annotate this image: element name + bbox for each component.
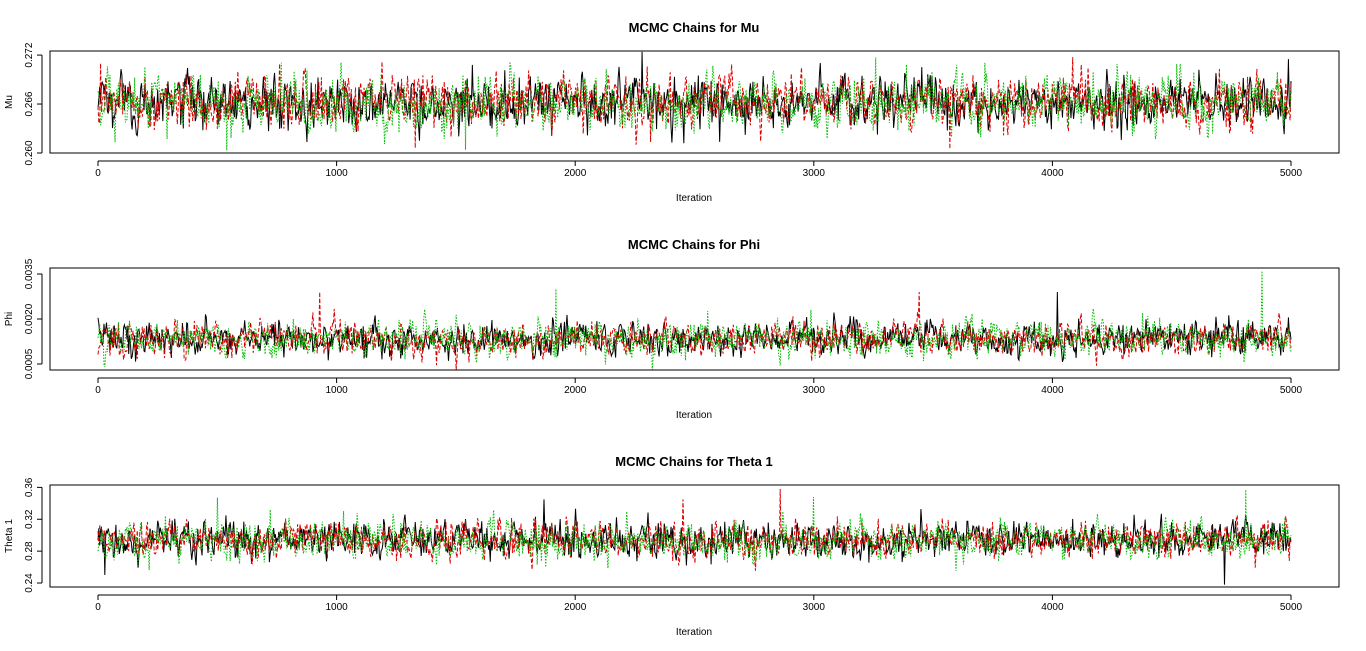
x-axis-label: Iteration (676, 410, 712, 421)
y-tick-label: 0.0020 (24, 303, 35, 334)
y-axis: 0.24 0.28 0.32 0.36 (24, 477, 43, 593)
y-axis-label: Phi (4, 312, 15, 326)
y-axis-label: Theta 1 (4, 519, 15, 553)
y-tick-label: 0.0035 (24, 258, 35, 289)
panel-title: MCMC Chains for Theta 1 (615, 454, 772, 469)
chain-trace-1 (97, 499, 1292, 585)
x-tick-label: 1000 (325, 385, 348, 396)
plot-frame (49, 50, 1340, 154)
x-axis: 0 1000 2000 3000 4000 5000 (95, 594, 1303, 613)
panel-theta1: MCMC Chains for Theta 1 0 1000 2000 3000 400… (4, 454, 1340, 638)
y-tick-label: 0.24 (24, 573, 35, 593)
y-axis-label: Mu (4, 95, 15, 109)
panel-mu: MCMC Chains for Mu 0 1000 2000 3000 4000 5000… (4, 20, 1340, 204)
y-axis: 0.260 0.266 0.272 (24, 42, 43, 166)
x-tick-label: 3000 (803, 385, 826, 396)
x-tick-label: 4000 (1041, 168, 1064, 179)
x-tick-label: 5000 (1280, 602, 1303, 613)
y-tick-label: 0.36 (24, 477, 35, 497)
trace-group (97, 51, 1292, 151)
x-axis: 0 1000 2000 3000 4000 5000 (95, 160, 1303, 179)
x-axis-label: Iteration (676, 627, 712, 638)
x-tick-label: 3000 (803, 602, 826, 613)
x-tick-label: 4000 (1041, 385, 1064, 396)
x-tick-label: 1000 (325, 602, 348, 613)
x-tick-label: 5000 (1280, 385, 1303, 396)
x-tick-label: 0 (95, 168, 101, 179)
panel-phi: MCMC Chains for Phi 0 1000 2000 3000 4000 500… (4, 237, 1340, 421)
chain-trace-2 (97, 57, 1292, 149)
y-tick-label: 0.0005 (24, 348, 35, 379)
x-tick-label: 1000 (325, 168, 348, 179)
x-tick-label: 0 (95, 602, 101, 613)
y-tick-label: 0.260 (24, 140, 35, 165)
chain-trace-3 (97, 270, 1292, 371)
x-tick-label: 2000 (564, 385, 587, 396)
chain-trace-2 (97, 488, 1292, 571)
x-axis-label: Iteration (676, 193, 712, 204)
x-tick-label: 0 (95, 385, 101, 396)
trace-group (97, 270, 1292, 371)
x-tick-label: 2000 (564, 168, 587, 179)
y-tick-label: 0.28 (24, 541, 35, 561)
chain-trace-3 (97, 57, 1292, 151)
panel-title: MCMC Chains for Phi (628, 237, 760, 252)
y-tick-label: 0.32 (24, 509, 35, 529)
x-tick-label: 3000 (803, 168, 826, 179)
x-tick-label: 4000 (1041, 602, 1064, 613)
plot-frame (49, 484, 1340, 588)
x-axis: 0 1000 2000 3000 4000 5000 (95, 377, 1303, 396)
y-tick-label: 0.266 (24, 91, 35, 116)
y-axis: 0.0005 0.0020 0.0035 (24, 258, 43, 379)
panel-title: MCMC Chains for Mu (629, 20, 760, 35)
chain-trace-2 (97, 291, 1292, 371)
trace-group (97, 488, 1292, 585)
x-tick-label: 5000 (1280, 168, 1303, 179)
chain-trace-3 (97, 489, 1292, 571)
y-tick-label: 0.272 (24, 42, 35, 67)
plot-frame (49, 267, 1340, 371)
x-tick-label: 2000 (564, 602, 587, 613)
